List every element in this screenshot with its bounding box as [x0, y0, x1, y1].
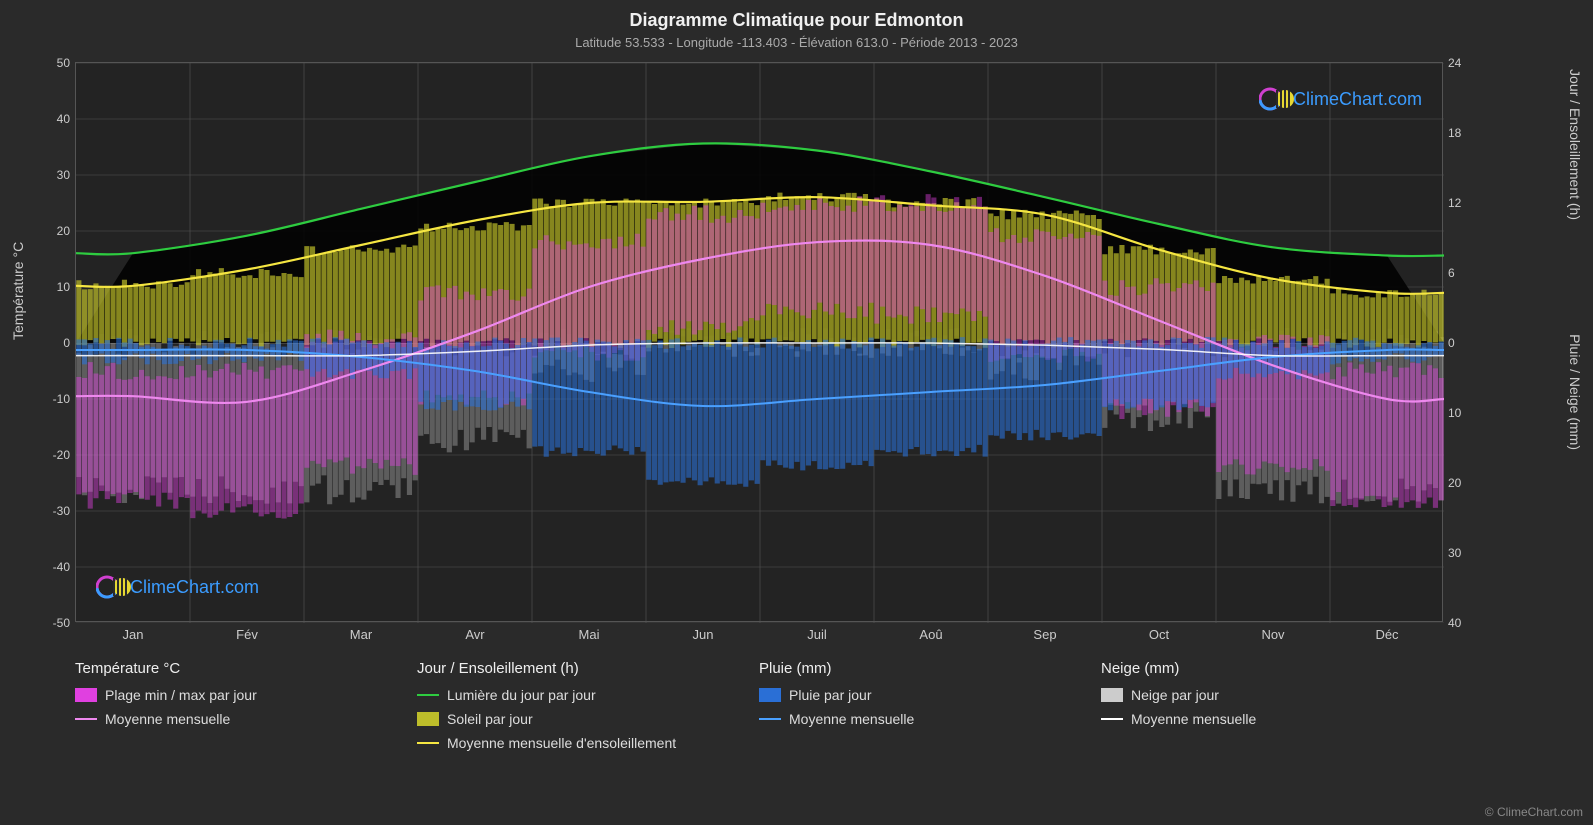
brand-text: ClimeChart.com	[130, 577, 259, 598]
y-right-bottom-tick: 40	[1448, 616, 1488, 630]
legend-column: Température °C Plage min / max par jour Mo…	[75, 660, 417, 759]
legend-item: Neige par jour	[1101, 687, 1423, 703]
legend-header: Jour / Ensoleillement (h)	[417, 660, 739, 677]
x-tick: Mar	[331, 627, 391, 642]
x-tick: Déc	[1357, 627, 1417, 642]
x-tick: Nov	[1243, 627, 1303, 642]
y-left-tick: -30	[30, 504, 70, 518]
legend-header: Température °C	[75, 660, 397, 677]
x-tick: Jan	[103, 627, 163, 642]
legend-swatch	[759, 688, 781, 702]
y-left-tick: -20	[30, 448, 70, 462]
y-right-bottom-tick: 30	[1448, 546, 1488, 560]
legend-label: Moyenne mensuelle d'ensoleillement	[447, 735, 676, 751]
x-tick: Aoû	[901, 627, 961, 642]
legend-column: Jour / Ensoleillement (h) Lumière du jour…	[417, 660, 759, 759]
legend-label: Pluie par jour	[789, 687, 872, 703]
legend-label: Moyenne mensuelle	[105, 711, 230, 727]
x-tick: Avr	[445, 627, 505, 642]
x-tick: Sep	[1015, 627, 1075, 642]
brand-logo-bottom: ClimeChart.com	[96, 573, 259, 601]
y-left-tick: -50	[30, 616, 70, 630]
legend-item: Plage min / max par jour	[75, 687, 397, 703]
legend-swatch	[417, 694, 439, 696]
y-right-top-tick: 0	[1448, 336, 1488, 350]
y-right-bottom-tick: 10	[1448, 406, 1488, 420]
y-left-tick: 40	[30, 112, 70, 126]
legend-label: Moyenne mensuelle	[1131, 711, 1256, 727]
legend-swatch	[759, 718, 781, 720]
chart-subtitle: Latitude 53.533 - Longitude -113.403 - É…	[0, 31, 1593, 50]
plot-area: ClimeChart.com ClimeChart.com -50-40-30-…	[75, 62, 1443, 622]
y-right-top-tick: 6	[1448, 266, 1488, 280]
legend-column: Neige (mm) Neige par jour Moyenne mensuell…	[1101, 660, 1443, 759]
legend-item: Moyenne mensuelle d'ensoleillement	[417, 735, 739, 751]
plot-svg	[76, 63, 1444, 623]
y-left-tick: -40	[30, 560, 70, 574]
x-tick: Mai	[559, 627, 619, 642]
y-right-top-tick: 12	[1448, 196, 1488, 210]
legend-item: Pluie par jour	[759, 687, 1081, 703]
y-right-top-tick: 24	[1448, 56, 1488, 70]
y-left-tick: 10	[30, 280, 70, 294]
x-tick: Fév	[217, 627, 277, 642]
y-left-tick: 20	[30, 224, 70, 238]
y-left-tick: -10	[30, 392, 70, 406]
legend-header: Pluie (mm)	[759, 660, 1081, 677]
y-axis-left-label: Température °C	[10, 242, 26, 340]
climate-chart: Diagramme Climatique pour Edmonton Latit…	[0, 0, 1593, 825]
legend: Température °C Plage min / max par jour Mo…	[75, 660, 1443, 759]
x-tick: Juil	[787, 627, 847, 642]
legend-item: Soleil par jour	[417, 711, 739, 727]
brand-logo-top: ClimeChart.com	[1259, 85, 1422, 113]
y-left-tick: 30	[30, 168, 70, 182]
x-tick: Oct	[1129, 627, 1189, 642]
brand-icon	[1259, 85, 1287, 113]
legend-item: Lumière du jour par jour	[417, 687, 739, 703]
y-axis-right-bottom-label: Pluie / Neige (mm)	[1567, 334, 1583, 450]
brand-text: ClimeChart.com	[1293, 89, 1422, 110]
legend-label: Neige par jour	[1131, 687, 1219, 703]
brand-icon	[96, 573, 124, 601]
legend-item: Moyenne mensuelle	[759, 711, 1081, 727]
legend-item: Moyenne mensuelle	[1101, 711, 1423, 727]
y-left-tick: 50	[30, 56, 70, 70]
legend-swatch	[417, 712, 439, 726]
y-axis-right-top-label: Jour / Ensoleillement (h)	[1567, 69, 1583, 220]
legend-label: Lumière du jour par jour	[447, 687, 596, 703]
legend-label: Soleil par jour	[447, 711, 533, 727]
legend-swatch	[75, 718, 97, 720]
legend-item: Moyenne mensuelle	[75, 711, 397, 727]
legend-swatch	[1101, 718, 1123, 720]
credit-text: © ClimeChart.com	[1485, 805, 1583, 819]
chart-title: Diagramme Climatique pour Edmonton	[0, 0, 1593, 31]
legend-label: Moyenne mensuelle	[789, 711, 914, 727]
legend-swatch	[417, 742, 439, 744]
y-left-tick: 0	[30, 336, 70, 350]
y-right-bottom-tick: 20	[1448, 476, 1488, 490]
legend-header: Neige (mm)	[1101, 660, 1423, 677]
legend-swatch	[1101, 688, 1123, 702]
legend-swatch	[75, 688, 97, 702]
legend-label: Plage min / max par jour	[105, 687, 257, 703]
y-right-top-tick: 18	[1448, 126, 1488, 140]
legend-column: Pluie (mm) Pluie par jour Moyenne mensuell…	[759, 660, 1101, 759]
x-tick: Jun	[673, 627, 733, 642]
